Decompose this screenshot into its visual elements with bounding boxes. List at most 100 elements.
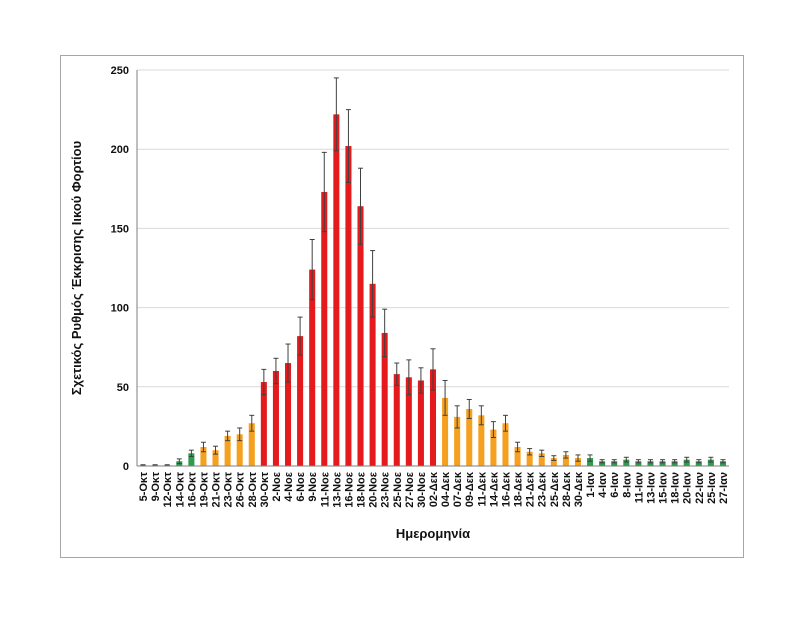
x-tick-label: 23-Οκτ [223, 472, 235, 508]
bar [224, 435, 231, 466]
bar [671, 461, 678, 466]
bar [429, 369, 437, 466]
y-axis-title: Σχετικός Ρυθμός Έκκρισης Ιικού Φορτίου [69, 140, 84, 395]
x-tick-label: 21-Οκτ [211, 472, 223, 508]
x-tick-label: 1-Ιαν [585, 472, 597, 498]
x-tick-label: 27-Νοε [404, 471, 416, 508]
axes [136, 70, 729, 467]
x-tick-label: 15-Ιαν [658, 472, 670, 504]
x-tick-label: 12-Οκτ [162, 472, 174, 508]
bar [309, 269, 316, 466]
x-tick-label: 14-Δεκ [488, 471, 500, 507]
x-tick-label: 26-Οκτ [235, 472, 247, 508]
x-axis-title: Ημερομηνία [396, 526, 470, 541]
bar [599, 461, 606, 466]
x-tick-label: 21-Δεκ [525, 471, 537, 507]
bar [574, 458, 581, 466]
bar [623, 459, 630, 466]
x-tick-label: 30-Δεκ [573, 471, 585, 507]
bar [333, 114, 340, 467]
x-tick-label: 11-Δεκ [476, 471, 488, 506]
x-tick-label: 6-Νοε [295, 471, 307, 501]
x-tick-label: 28-Δεκ [561, 471, 573, 507]
x-tick-label: 13-Ιαν [645, 472, 657, 504]
y-tick-labels: 0 50 100 150 200 250 [111, 65, 129, 473]
bar [454, 416, 461, 466]
x-tick-label: 20-Ιαν [682, 472, 694, 504]
x-tick-label: 11-Ιαν [633, 472, 645, 503]
bar [526, 451, 533, 466]
bar [490, 429, 497, 466]
x-tick-label: 09-Δεκ [464, 471, 476, 507]
x-tick-label: 23-Νοε [380, 471, 392, 508]
gridlines [137, 69, 729, 388]
bar [260, 382, 267, 466]
x-tick-label: 4-Ιαν [597, 472, 609, 498]
x-tick-label: 13-Νοε [331, 471, 343, 508]
x-tick-label: 04-Δεκ [440, 471, 452, 507]
error-bars [140, 77, 726, 467]
x-tick-label: 30-Οκτ [259, 472, 271, 508]
bar [538, 453, 545, 466]
x-tick-label: 30-Νοε [416, 471, 428, 508]
chart-frame: 0 50 100 150 200 250 5-Οκτ 9-Οκτ 12-Οκτ 14-Οκτ 16… [60, 55, 744, 558]
bar [417, 380, 424, 466]
bar [647, 461, 654, 466]
y-tick-label: 50 [117, 382, 129, 394]
bar [236, 434, 243, 466]
y-tick-label: 0 [123, 461, 129, 473]
x-tick-label: 25-Ιαν [706, 472, 718, 504]
x-tick-label: 28-Οκτ [247, 472, 259, 508]
bar [405, 377, 412, 466]
x-tick-label: 19-Οκτ [198, 472, 210, 508]
bar [707, 459, 714, 466]
bar [369, 283, 376, 466]
x-tick-label: 16-Οκτ [186, 472, 198, 508]
bar [562, 454, 569, 466]
x-tick-label: 27-Ιαν [718, 472, 730, 504]
x-tick-label: 20-Νοε [368, 471, 380, 508]
x-tick-label: 02-Δεκ [428, 471, 440, 507]
x-tick-label: 25-Δεκ [549, 471, 561, 507]
bar [659, 461, 666, 466]
bar [550, 458, 557, 466]
bar [393, 374, 400, 466]
x-tick-label: 14-Οκτ [174, 472, 186, 508]
bar [695, 461, 702, 466]
bar [357, 206, 364, 466]
x-tick-label: 18-Δεκ [513, 471, 525, 507]
x-tick-label: 07-Δεκ [452, 471, 464, 507]
bar [442, 397, 449, 466]
y-tick-label: 150 [111, 223, 129, 235]
x-tick-label: 9-Νοε [307, 471, 319, 501]
bar [719, 461, 726, 466]
bar [285, 363, 292, 466]
bar [635, 461, 642, 466]
y-tick-label: 250 [111, 65, 129, 77]
x-tick-label: 25-Νοε [392, 471, 404, 508]
x-tick-label: 2-Νοε [271, 471, 283, 501]
y-tick-label: 100 [111, 303, 129, 315]
bar [200, 446, 207, 466]
bar [272, 370, 279, 466]
bar [297, 336, 304, 466]
bar [587, 458, 594, 466]
y-tick-label: 200 [111, 144, 129, 156]
x-tick-label: 16-Δεκ [500, 471, 512, 507]
bar [478, 415, 485, 466]
bar [321, 191, 328, 466]
x-tick-label: 18-Νοε [356, 471, 368, 508]
x-tick-labels: 5-Οκτ 9-Οκτ 12-Οκτ 14-Οκτ 16-Οκτ 19-Οκτ 21-Οκτ… [138, 471, 730, 508]
bar [212, 450, 219, 466]
x-tick-label: 18-Ιαν [670, 472, 682, 504]
x-tick-label: 23-Δεκ [537, 471, 549, 507]
bar [611, 461, 618, 466]
x-tick-label: 6-Ιαν [609, 472, 621, 498]
bar [345, 146, 352, 467]
x-tick-label: 9-Οκτ [150, 472, 162, 501]
x-tick-label: 5-Οκτ [138, 472, 150, 501]
x-tick-label: 16-Νοε [343, 471, 355, 508]
bar [188, 453, 195, 466]
bar [683, 459, 690, 466]
